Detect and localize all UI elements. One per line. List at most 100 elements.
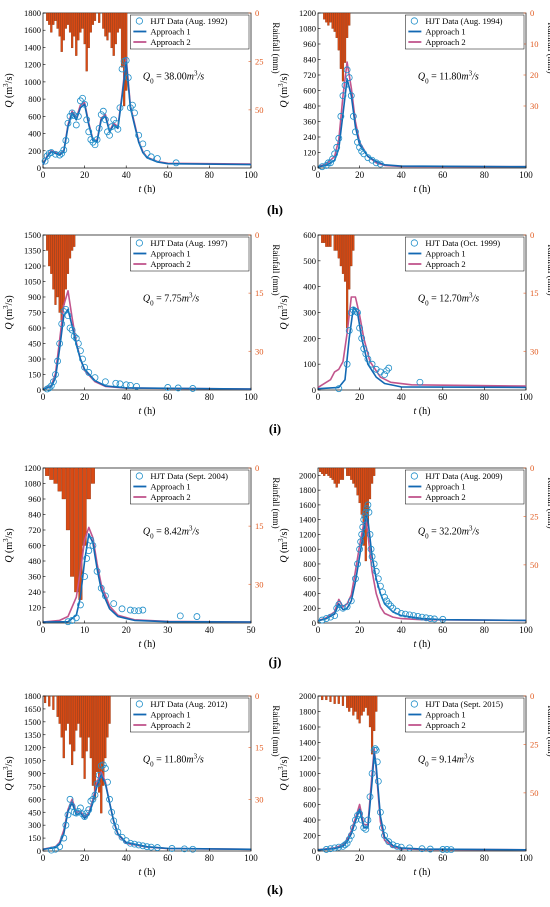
observed-point xyxy=(95,771,103,779)
rainfall-bar xyxy=(93,12,97,21)
rainfall-bar xyxy=(65,467,70,531)
y-tick-label: 1200 xyxy=(299,529,316,539)
observed-point xyxy=(354,309,361,316)
y-tick-label: 0 xyxy=(312,385,316,395)
observed-point xyxy=(339,604,347,612)
observed-point xyxy=(68,326,76,334)
observed-point xyxy=(122,56,130,64)
x-tick-label: 20 xyxy=(80,392,90,402)
rainfall-bar xyxy=(321,467,324,474)
x-tick-label: 60 xyxy=(163,170,173,180)
chart-panel-h-left: 0 20 40 60 80 1000200400600800100012001400160… xyxy=(2,8,281,195)
observed-point xyxy=(418,845,426,853)
observed-point xyxy=(364,501,372,509)
rainfall-bar xyxy=(71,234,74,251)
observed-point xyxy=(112,379,120,387)
rainfall-bar xyxy=(43,695,47,704)
observed-point xyxy=(341,841,349,849)
x-tick-label: 80 xyxy=(205,853,215,863)
rainfall-bar xyxy=(331,467,334,480)
x-tick-label: 100 xyxy=(244,853,258,863)
rainfall-bar xyxy=(48,234,51,267)
y-tick-label: 0 xyxy=(37,163,41,173)
rainfall-bar xyxy=(321,695,324,701)
observed-point xyxy=(381,371,388,378)
legend-box xyxy=(130,14,250,50)
y-tick-label: 300 xyxy=(303,308,316,318)
rainfall-bar xyxy=(321,234,324,243)
observed-points xyxy=(318,66,384,171)
rainfall-bar xyxy=(343,12,347,63)
rainfall-bar xyxy=(373,695,376,732)
observed-point xyxy=(97,111,105,119)
y-tick-label: 1400 xyxy=(299,738,316,748)
y-tick-label: 1200 xyxy=(299,753,316,763)
rainfall-bar xyxy=(112,12,115,56)
rainfall-bar xyxy=(366,695,370,716)
rainfall-bar xyxy=(346,12,349,38)
x-tick-label: 60 xyxy=(438,392,448,402)
observed-point xyxy=(327,613,334,621)
y-tick-label: 400 xyxy=(303,588,316,598)
y-tick-label: 1200 xyxy=(24,743,41,753)
y-tick-label: 1050 xyxy=(24,277,41,287)
approach1-line xyxy=(42,533,252,623)
legend-marker-observed xyxy=(410,239,418,247)
rainfall-bar xyxy=(323,234,326,243)
rainfall-bar xyxy=(102,695,105,786)
y-tick-label: 480 xyxy=(303,101,316,111)
x-tick-label: 0 xyxy=(316,170,321,180)
y-tick-label: 1080 xyxy=(299,24,316,34)
y-axis-label: Q (m3/s) xyxy=(277,73,290,107)
chart-panel-i-left: 0 20 40 60 80 1000150300450600750900105012001… xyxy=(2,230,281,417)
observed-point xyxy=(331,150,339,158)
y-tick-label: 300 xyxy=(28,820,41,830)
rainfall-bar xyxy=(352,467,355,484)
x-tick-label: 100 xyxy=(244,170,258,180)
observed-point xyxy=(102,116,109,124)
observed-point xyxy=(129,101,136,109)
observed-point xyxy=(85,369,93,376)
observed-points xyxy=(43,306,197,393)
observed-point xyxy=(389,841,397,849)
x-tick-label: 40 xyxy=(122,170,132,180)
observed-point xyxy=(45,384,53,392)
observed-point xyxy=(83,555,91,562)
observed-point xyxy=(83,809,91,817)
x-tick-label: 0 xyxy=(41,392,46,402)
observed-point xyxy=(379,824,386,832)
observed-point xyxy=(343,603,351,611)
y-tick-label: 1200 xyxy=(299,8,316,18)
rainfall-bar xyxy=(68,695,72,745)
observed-point xyxy=(133,382,141,390)
rainfall-bar xyxy=(58,12,61,37)
observed-point xyxy=(135,607,143,615)
y-axis-label: Q (m3/s) xyxy=(2,756,15,790)
y-tick-label: 1000 xyxy=(299,544,316,554)
observed-point xyxy=(110,817,118,825)
observed-point xyxy=(70,332,78,340)
rainfall-bar xyxy=(106,695,109,738)
x-tick-label: 80 xyxy=(480,853,490,863)
y-tick-label: 1050 xyxy=(24,756,41,766)
observed-point xyxy=(361,512,369,520)
rainfall-bar xyxy=(52,234,55,290)
rain-tick-label: 30 xyxy=(530,101,539,111)
legend-marker-observed xyxy=(410,17,418,25)
rainfall-bar xyxy=(370,467,374,484)
observed-point xyxy=(112,119,120,127)
rainfall-bars xyxy=(321,234,355,329)
rainfall-bar xyxy=(323,12,326,20)
y-tick-label: 1350 xyxy=(24,246,41,256)
rainfall-bar xyxy=(79,12,82,33)
rainfall-bar xyxy=(333,234,336,251)
rainfall-bar xyxy=(58,695,61,724)
rainfall-bar xyxy=(356,695,359,720)
observed-point xyxy=(77,601,84,609)
x-tick-label: 40 xyxy=(205,625,215,635)
rainfall-axis-label: Rainfall (mm) xyxy=(546,244,550,295)
observed-point xyxy=(58,320,66,328)
observed-point xyxy=(337,112,345,120)
observed-point xyxy=(91,791,99,799)
rainfall-bar xyxy=(370,695,374,755)
